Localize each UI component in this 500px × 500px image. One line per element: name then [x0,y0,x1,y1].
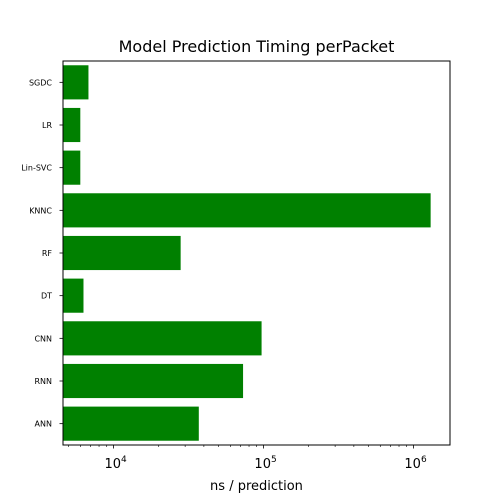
bar-lin-svc [63,150,81,185]
y-tick-label-dt: DT [41,292,52,301]
y-tick-label-lin-svc: Lin-SVC [21,164,52,173]
y-tick-label-cnn: CNN [34,334,52,343]
bar-knnc [63,193,431,228]
y-tick-label-knnc: KNNC [29,206,52,215]
y-tick-label-rf: RF [42,249,53,258]
bar-rnn [63,363,244,399]
x-tick-label: 106 [404,455,427,472]
bar-sgdc [63,65,89,100]
bar-lr [63,107,81,143]
chart-title: Model Prediction Timing perPacket [119,37,395,56]
x-axis-ticks: 104 105 106 [68,445,427,472]
bar-ann [63,406,199,441]
bar-dt [63,278,84,313]
x-axis-label: ns / prediction [210,479,303,494]
bar-rf [63,235,181,271]
y-tick-label-ann: ANN [35,420,52,429]
y-tick-label-sgdc: SGDC [29,78,52,87]
plot-frame [62,60,451,446]
x-tick-label: 104 [104,455,127,472]
y-tick-label-lr: LR [42,121,52,130]
x-tick-label: 105 [254,455,276,472]
bar-cnn [63,321,262,356]
bars-group [63,65,431,441]
y-axis-ticks: SGDC LR Lin-SVC KNNC RF DT CNN RNN ANN [21,78,63,429]
y-tick-label-rnn: RNN [34,377,52,386]
